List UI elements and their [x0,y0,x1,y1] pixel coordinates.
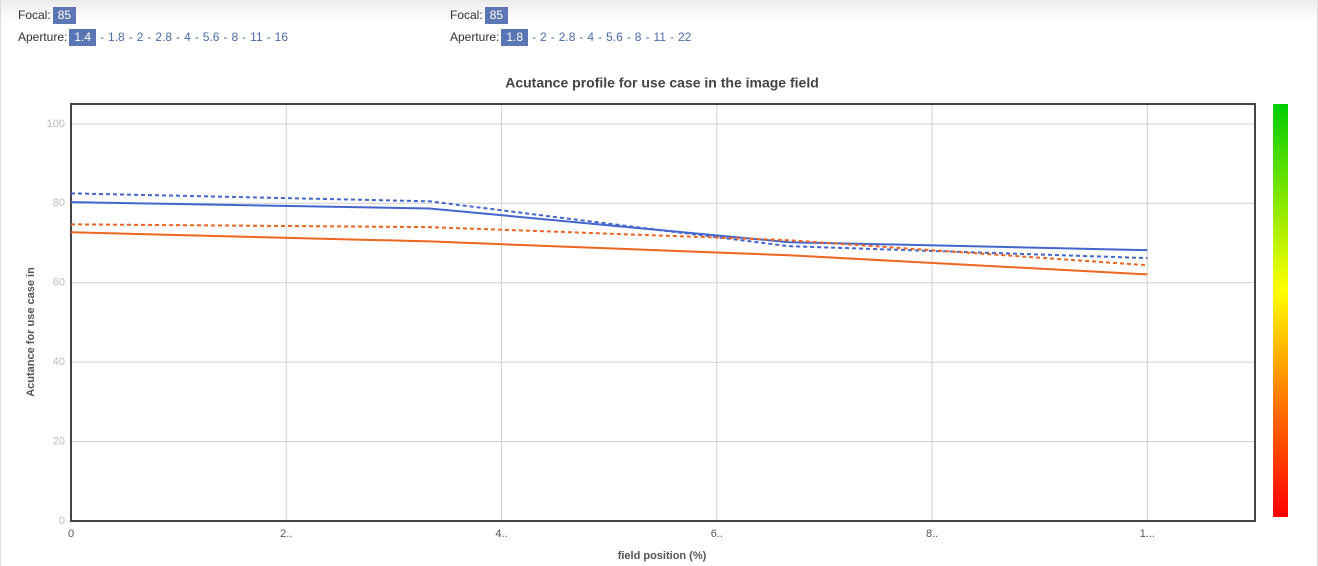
data-line [70,223,1148,267]
separator: - [176,30,181,44]
separator: - [669,30,674,44]
separator: - [598,30,603,44]
data-line [70,192,1148,260]
data-line [70,231,1148,276]
x-tick-label: 2.. [280,528,292,540]
y-tick-label: 20 [53,435,65,447]
plot-border [70,103,1256,522]
separator: - [645,30,650,44]
color-scale [1273,104,1288,517]
data-line [70,201,1148,252]
x-tick-label: 8.. [926,528,938,540]
control-panel: Focal: 85 Aperture: 1.4-1.8-2-2.8-4-5.6-8-1… [18,6,288,50]
focal-row: Focal: 85 [18,6,288,24]
aperture-option[interactable]: 2.8 [558,30,576,44]
aperture-option[interactable]: 2.8 [155,30,173,44]
aperture-selected[interactable]: 1.4 [69,29,97,46]
aperture-row: Aperture: 1.4-1.8-2-2.8-4-5.6-8-11-16 [18,28,288,46]
aperture-option[interactable]: 5.6 [606,30,623,44]
separator: - [532,30,537,44]
separator: - [194,30,199,44]
aperture-option[interactable]: 8 [231,30,239,44]
focal-selected[interactable]: 85 [484,7,509,24]
separator: - [550,30,555,44]
x-axis-title: field position (%) [618,550,707,562]
aperture-option[interactable]: 2 [136,30,144,44]
separator: - [626,30,631,44]
aperture-label: Aperture: [18,30,68,44]
y-tick-label: 0 [59,515,65,527]
aperture-label: Aperture: [450,30,500,44]
separator: - [266,30,271,44]
aperture-option[interactable]: 22 [677,30,692,44]
y-tick-label: 40 [53,356,65,368]
separator: - [579,30,584,44]
aperture-option[interactable]: 11 [653,30,666,44]
x-tick-label: 1... [1140,528,1155,540]
y-tick-label: 100 [47,118,65,130]
aperture-option[interactable]: 8 [634,30,642,44]
chart-title: Acutance profile for use case in the ima… [505,75,819,91]
aperture-selected[interactable]: 1.8 [501,29,529,46]
y-tick-label: 80 [53,197,65,209]
aperture-option[interactable]: 2 [540,30,547,44]
y-tick-label: 60 [53,277,65,289]
x-tick-label: 6.. [711,528,723,540]
focal-row: Focal: 85 [450,6,691,24]
separator: - [100,30,105,44]
focal-label: Focal: [450,8,483,22]
aperture-option[interactable]: 5.6 [202,30,220,44]
focal-selected[interactable]: 85 [52,7,77,24]
x-tick-label: 0 [68,528,74,540]
aperture-option[interactable]: 16 [274,30,288,44]
separator: - [223,30,228,44]
aperture-option[interactable]: 11 [250,30,263,44]
separator: - [242,30,247,44]
separator: - [147,30,152,44]
separator: - [128,30,133,44]
control-panel: Focal: 85 Aperture: 1.8-2-2.8-4-5.6-8-11-22 [450,6,691,50]
y-axis-title: Acutance for use case in [25,267,37,397]
aperture-row: Aperture: 1.8-2-2.8-4-5.6-8-11-22 [450,28,691,46]
x-tick-label: 4.. [495,528,507,540]
aperture-option[interactable]: 1.8 [108,30,125,44]
aperture-option[interactable]: 4 [587,30,595,44]
focal-label: Focal: [18,8,51,22]
aperture-option[interactable]: 4 [184,30,191,44]
